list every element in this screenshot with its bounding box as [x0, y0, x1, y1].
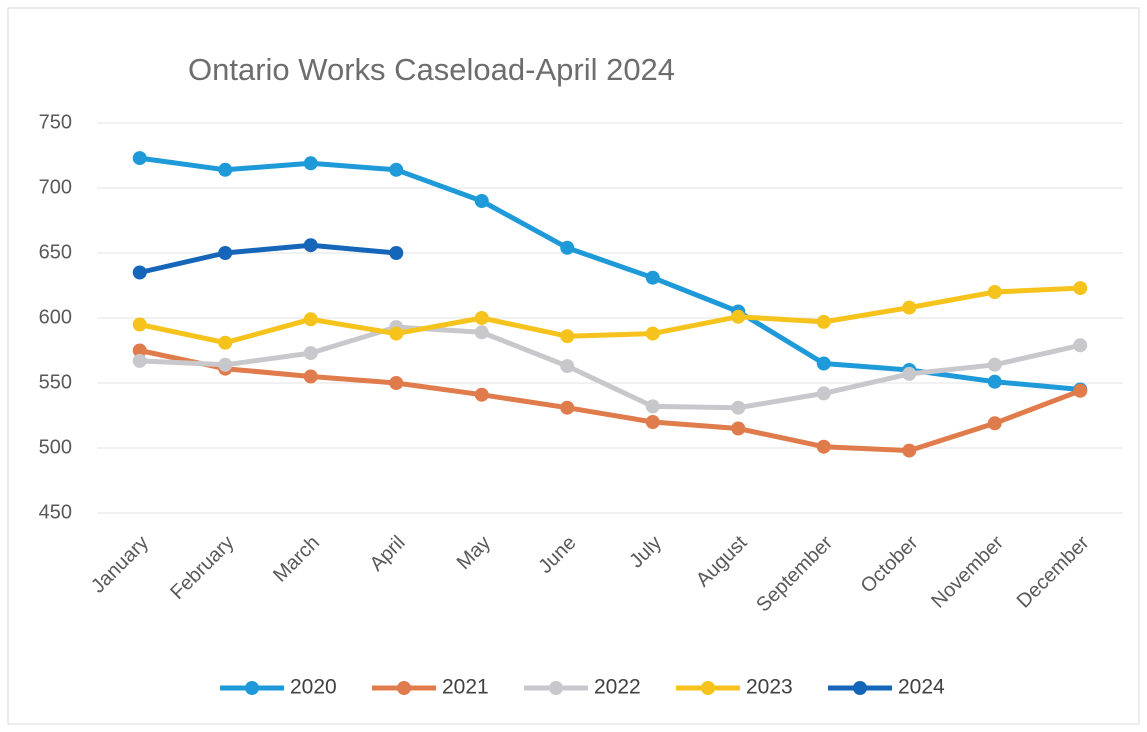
y-tick-label: 550 — [39, 371, 72, 393]
data-point — [731, 400, 746, 415]
data-point — [303, 238, 318, 253]
data-point — [645, 415, 660, 429]
data-point — [474, 325, 489, 340]
data-point — [731, 309, 746, 324]
data-point — [645, 326, 660, 341]
data-point — [132, 343, 147, 358]
x-tick-label: September — [752, 531, 837, 616]
legend-label: 2023 — [746, 676, 793, 699]
legend-marker — [549, 681, 563, 695]
data-point — [474, 387, 489, 402]
data-point — [816, 439, 831, 454]
legend-marker — [853, 681, 867, 695]
x-tick-label: August — [692, 531, 752, 591]
y-tick-label: 700 — [39, 176, 72, 198]
x-tick-label: November — [927, 531, 1008, 612]
data-point — [902, 443, 917, 458]
x-tick-label: May — [453, 532, 495, 574]
x-tick-label: July — [625, 532, 666, 573]
data-point — [645, 270, 660, 285]
data-point — [560, 329, 575, 344]
x-tick-label: February — [166, 532, 238, 604]
data-point — [132, 151, 147, 166]
data-point — [474, 311, 489, 325]
data-point — [389, 246, 404, 260]
y-tick-label: 450 — [39, 501, 72, 523]
data-point — [218, 246, 233, 260]
y-tick-label: 600 — [39, 306, 72, 328]
legend-marker — [245, 681, 259, 695]
legend-label: 2021 — [442, 676, 489, 699]
series-line — [137, 324, 1083, 411]
data-point — [987, 357, 1002, 372]
data-point — [987, 285, 1002, 299]
data-point — [218, 335, 233, 350]
data-point — [816, 386, 831, 401]
data-point — [132, 265, 147, 280]
data-point — [389, 326, 404, 341]
legend-marker — [701, 681, 715, 695]
data-point — [303, 312, 318, 327]
data-point — [731, 421, 746, 436]
x-tick-label: March — [269, 532, 324, 587]
x-tick-label: April — [366, 532, 410, 576]
data-point — [218, 162, 233, 177]
data-point — [816, 356, 831, 371]
data-point — [1073, 338, 1088, 353]
legend-marker — [397, 681, 411, 695]
data-point — [560, 400, 575, 415]
data-point — [902, 366, 917, 381]
data-point — [987, 374, 1002, 389]
data-point — [1073, 383, 1088, 398]
series-line — [137, 285, 1083, 346]
data-point — [303, 346, 318, 361]
data-point — [987, 416, 1002, 431]
x-tick-label: January — [87, 532, 153, 598]
data-point — [389, 162, 404, 177]
data-point — [303, 369, 318, 384]
data-point — [902, 300, 917, 315]
data-point — [560, 359, 575, 374]
x-tick-label: December — [1013, 531, 1094, 612]
chart-border — [7, 7, 1140, 725]
data-point — [132, 353, 147, 368]
data-point — [816, 314, 831, 329]
series-line — [137, 348, 1083, 454]
data-point — [560, 240, 575, 255]
chart-title: Ontario Works Caseload-April 2024 — [188, 52, 675, 87]
data-point — [1073, 281, 1088, 296]
series-line — [137, 242, 399, 275]
x-tick-label: June — [534, 532, 580, 578]
data-point — [389, 376, 404, 390]
data-point — [218, 357, 233, 372]
legend-label: 2022 — [594, 676, 641, 699]
data-point — [474, 194, 489, 208]
y-tick-label: 650 — [39, 241, 72, 263]
legend-label: 2020 — [290, 676, 337, 699]
data-point — [645, 399, 660, 414]
legend-label: 2024 — [898, 676, 945, 699]
x-tick-label: October — [857, 531, 923, 597]
y-tick-label: 500 — [39, 436, 72, 458]
data-point — [303, 156, 318, 171]
data-point — [132, 317, 147, 332]
y-tick-label: 750 — [39, 111, 72, 133]
